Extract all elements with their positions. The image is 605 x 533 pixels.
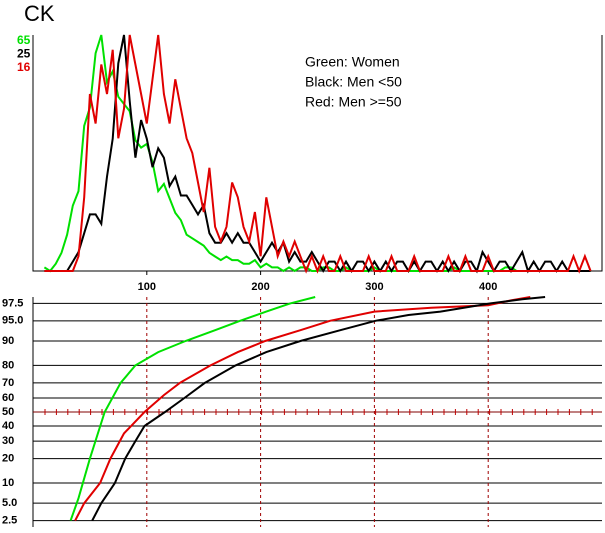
legend-entry: Black: Men <50: [305, 74, 402, 90]
y-max-label: 65: [17, 33, 31, 47]
y-max-label: 16: [17, 60, 31, 74]
y-tick-label: 30: [2, 435, 14, 447]
y-tick-label: 80: [2, 359, 14, 371]
legend-entry: Red: Men >=50: [305, 94, 402, 110]
x-tick-label: 200: [251, 281, 269, 293]
y-tick-label: 10: [2, 477, 14, 489]
y-tick-label: 95.0: [2, 315, 23, 327]
y-tick-label: 20: [2, 453, 14, 465]
x-tick-label: 100: [138, 281, 156, 293]
x-tick-label: 300: [365, 281, 383, 293]
y-tick-label: 60: [2, 392, 14, 404]
series-line: [44, 34, 592, 274]
legend-entry: Green: Women: [305, 54, 400, 70]
y-tick-label: 97.5: [2, 297, 23, 309]
y-tick-label: 70: [2, 377, 14, 389]
cumulative-line: [74, 296, 531, 522]
series-line: [44, 34, 591, 274]
chart-title: CK: [24, 1, 55, 26]
y-tick-label: 50: [2, 406, 14, 418]
y-tick-label: 5.0: [2, 497, 17, 509]
y-max-label: 25: [17, 47, 31, 61]
y-tick-label: 2.5: [2, 515, 17, 527]
cumulative-line: [91, 296, 546, 522]
y-tick-label: 40: [2, 420, 14, 432]
y-tick-label: 90: [2, 335, 14, 347]
x-tick-label: 400: [479, 281, 497, 293]
cumulative-line: [69, 296, 316, 521]
